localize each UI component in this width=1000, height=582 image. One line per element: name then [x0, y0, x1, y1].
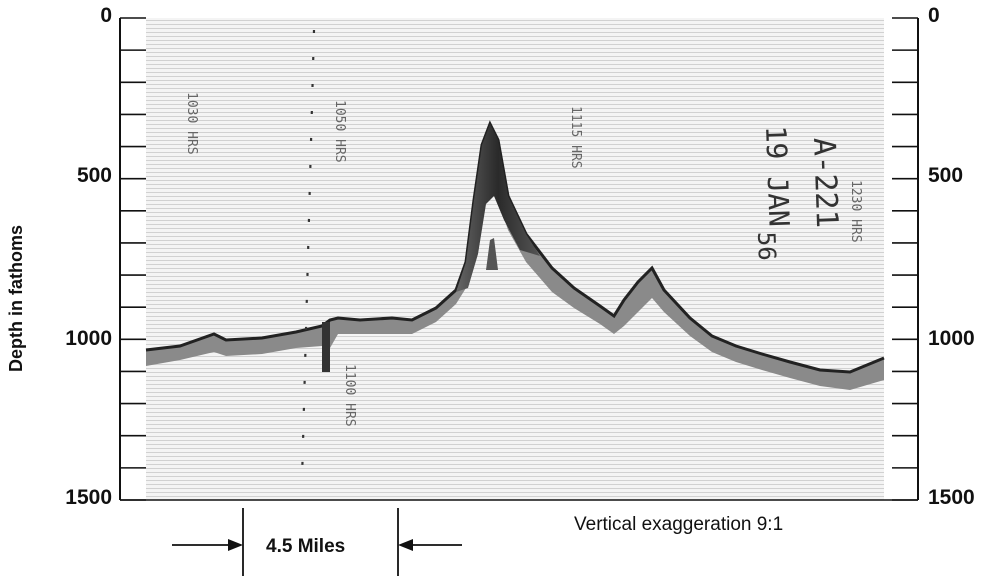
left-tick-500: 500	[76, 164, 112, 187]
time-note-4: 1230 HRS	[848, 180, 863, 243]
left-depth-axis	[119, 17, 146, 501]
date-line-1: 19 JAN	[759, 125, 796, 227]
right-tick-500: 500	[928, 164, 964, 187]
dark-streak	[322, 322, 330, 372]
handwritten-notes: A-221 19 JAN 56 1030 HRS 1050 HRS 1115 H…	[184, 92, 863, 427]
date-line-2: 56	[752, 231, 781, 261]
seafloor-profile	[145, 120, 885, 390]
left-tick-0: 0	[100, 4, 112, 27]
left-tick-1000: 1000	[65, 327, 112, 350]
seamount-peak	[456, 124, 540, 292]
vertical-exaggeration-label: Vertical exaggeration 9:1	[574, 514, 784, 535]
time-note-5: 1100 HRS	[342, 364, 357, 427]
right-tick-1000: 1000	[928, 327, 975, 350]
right-tick-1500: 1500	[928, 486, 975, 509]
time-note-2: 1050 HRS	[332, 100, 347, 163]
scale-bar	[172, 508, 462, 576]
station-label: A-221	[806, 137, 844, 228]
right-depth-axis	[892, 17, 919, 501]
depth-axis-title: Depth in fathoms	[4, 225, 26, 372]
seafloor-fill	[146, 124, 884, 390]
scale-bar-label: 4.5 Miles	[266, 536, 346, 557]
right-tick-0: 0	[928, 4, 940, 27]
time-note-1: 1030 HRS	[184, 92, 199, 155]
left-tick-1500: 1500	[65, 486, 112, 509]
record-background	[146, 18, 884, 500]
time-note-3: 1115 HRS	[568, 106, 583, 169]
side-echo	[486, 238, 498, 270]
